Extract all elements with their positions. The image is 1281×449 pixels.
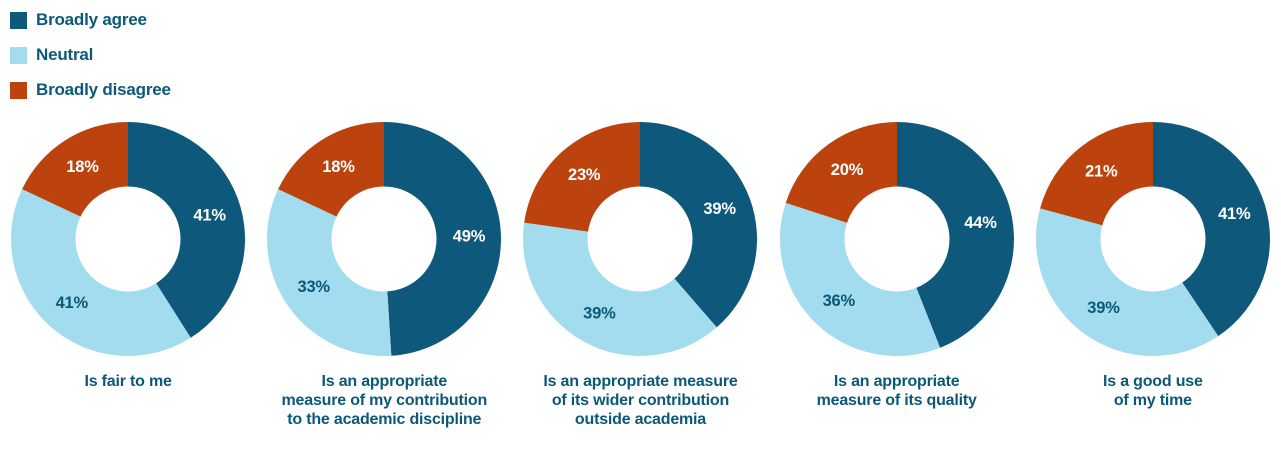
slice-broadly-agree: [896, 122, 1014, 348]
legend-label-broadly-disagree: Broadly disagree: [36, 80, 171, 99]
donut-fair-to-me-svg: 41% 41% 18%: [11, 122, 246, 356]
legend-swatch-agree-icon: [10, 11, 27, 29]
slice-label-broadly-agree: 41%: [193, 206, 226, 224]
donut-hole: [331, 186, 437, 292]
legend: Broadly agree Neutral Broadly disagree: [10, 10, 171, 100]
chart-title-quality: Is an appropriate measure of its quality: [816, 373, 977, 409]
donut-contribution-discipline-svg: 49% 33% 18%: [267, 122, 502, 356]
slice-broadly-agree: [384, 122, 502, 356]
donut-hole: [587, 186, 693, 292]
slice-label-broadly-agree: 44%: [964, 214, 997, 232]
legend-item-neutral: Neutral: [10, 45, 171, 65]
donut-good-use-of-time-svg: 41% 39% 21%: [1035, 122, 1270, 356]
slice-broadly-agree: [640, 122, 758, 328]
charts-row: 41% 41% 18% Is fair to me 49% 33% 18% Is an …: [0, 121, 1281, 429]
slice-broadly-agree: [128, 122, 246, 338]
donut-chart-fair-to-me: 41% 41% 18% Is fair to me: [0, 121, 256, 429]
legend-swatch-neutral-icon: [10, 46, 27, 64]
chart-title-wider-contribution: Is an appropriate measure of its wider c…: [543, 373, 738, 428]
donut-wider-contribution-svg: 39% 39% 23%: [523, 122, 758, 357]
donut-hole: [75, 186, 181, 292]
donut-chart-quality: 44% 36% 20% Is an appropriate measure of i…: [769, 121, 1025, 429]
slice-label-broadly-disagree: 18%: [323, 158, 356, 176]
slice-label-broadly-agree: 41%: [1218, 205, 1251, 223]
slice-neutral: [779, 202, 940, 357]
slice-label-neutral: 41%: [56, 294, 89, 312]
slice-label-broadly-disagree: 23%: [568, 166, 601, 184]
legend-label-neutral: Neutral: [36, 45, 94, 64]
legend-swatch-disagree-icon: [10, 81, 27, 99]
slice-label-broadly-disagree: 18%: [66, 158, 99, 176]
slice-label-neutral: 39%: [584, 305, 617, 323]
donut-hole: [844, 186, 950, 292]
slice-label-broadly-agree: 49%: [453, 227, 486, 245]
slice-label-neutral: 36%: [822, 292, 855, 310]
slice-label-broadly-disagree: 20%: [830, 161, 863, 179]
chart-title-contribution-discipline: Is an appropriate measure of my contribu…: [281, 373, 488, 428]
chart-title-fair-to-me: Is fair to me: [84, 373, 172, 390]
donut-chart-wider-contribution: 39% 39% 23% Is an appropriate measure of i…: [512, 121, 768, 429]
legend-item-broadly-disagree: Broadly disagree: [10, 80, 171, 100]
donut-hole: [1100, 186, 1206, 292]
legend-label-broadly-agree: Broadly agree: [36, 10, 147, 29]
slice-neutral: [523, 222, 718, 357]
donut-chart-good-use-of-time: 41% 39% 21% Is a good use of my time: [1025, 121, 1281, 429]
slice-broadly-agree: [1152, 122, 1270, 337]
slice-label-broadly-agree: 39%: [704, 200, 737, 218]
legend-item-broadly-agree: Broadly agree: [10, 10, 171, 30]
slice-label-broadly-disagree: 21%: [1085, 163, 1118, 181]
slice-label-neutral: 33%: [298, 278, 331, 296]
chart-title-good-use-of-time: Is a good use of my time: [1103, 373, 1203, 409]
donut-chart-contribution-discipline: 49% 33% 18% Is an appropriate measure of m…: [256, 121, 512, 429]
slice-label-neutral: 39%: [1087, 299, 1120, 317]
donut-quality-svg: 44% 36% 20%: [779, 122, 1014, 357]
